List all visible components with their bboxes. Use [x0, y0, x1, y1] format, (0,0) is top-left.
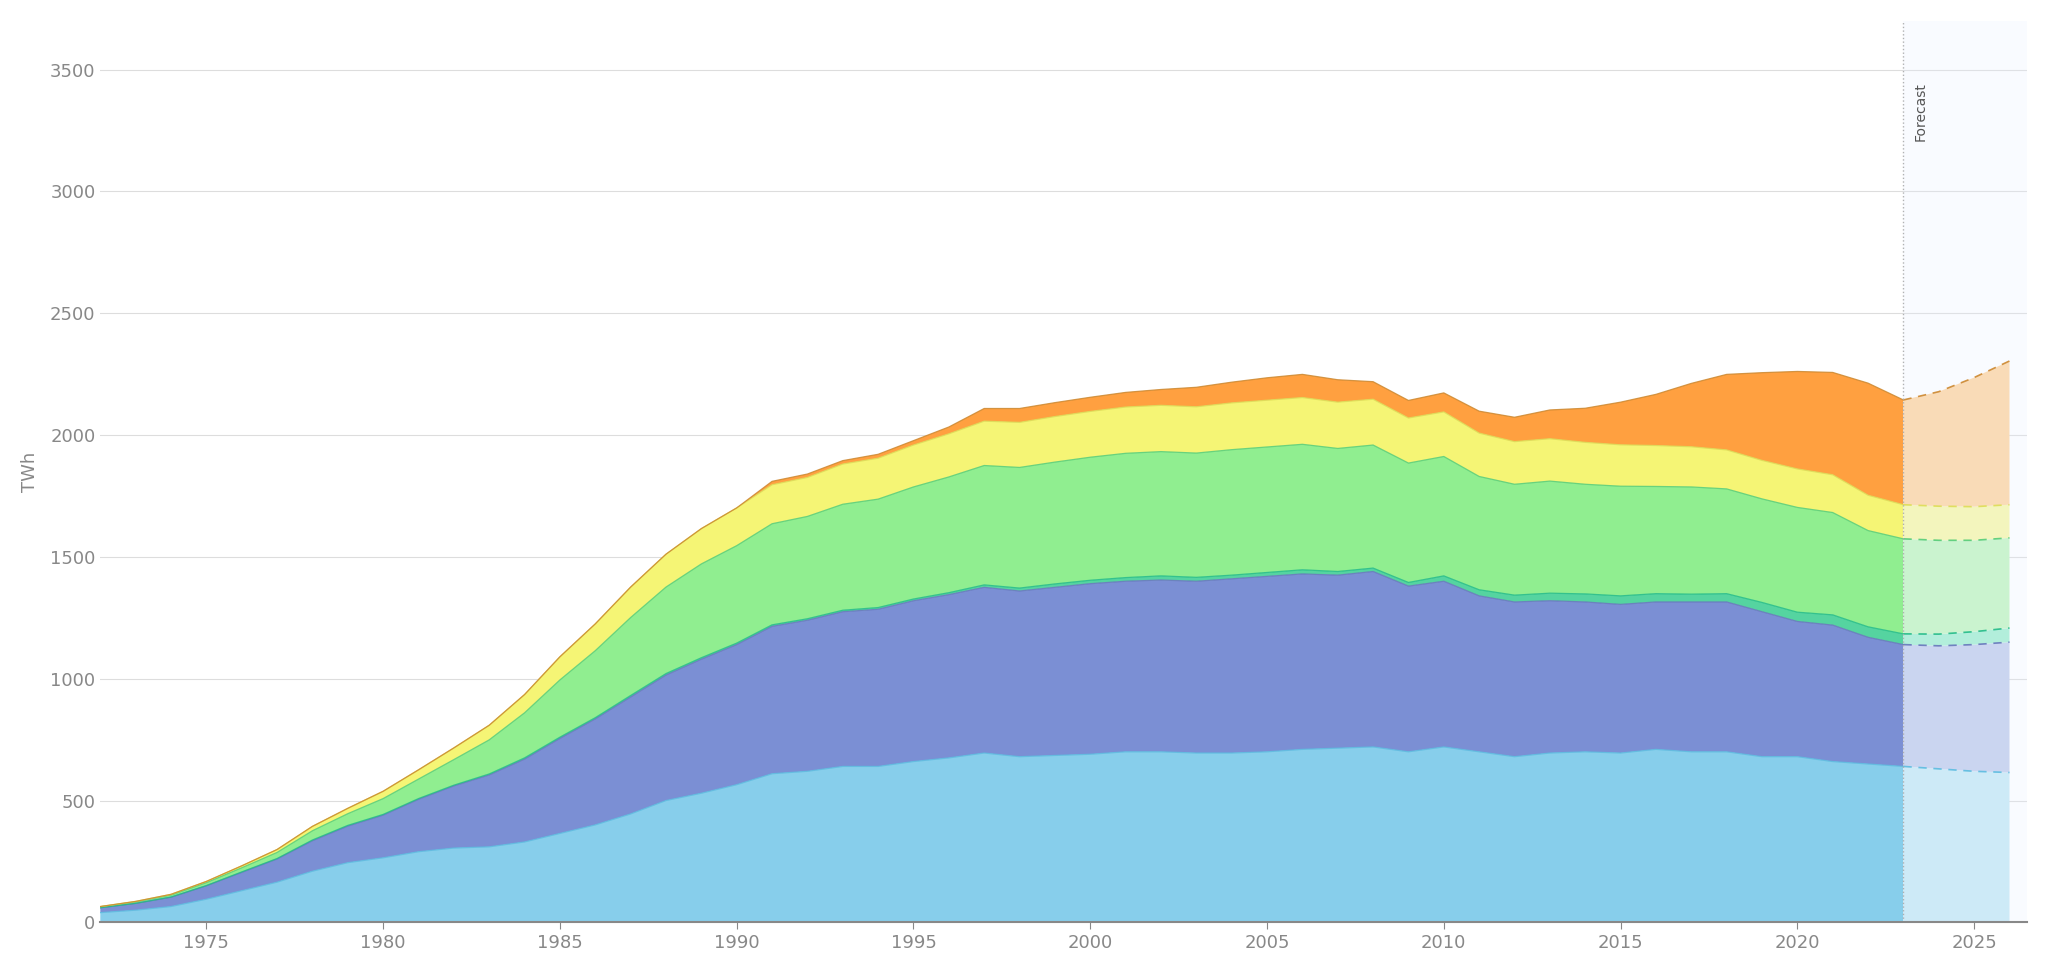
Text: Forecast: Forecast: [1915, 82, 1927, 141]
Y-axis label: TWh: TWh: [20, 451, 39, 491]
Bar: [1903, 20, 2028, 922]
